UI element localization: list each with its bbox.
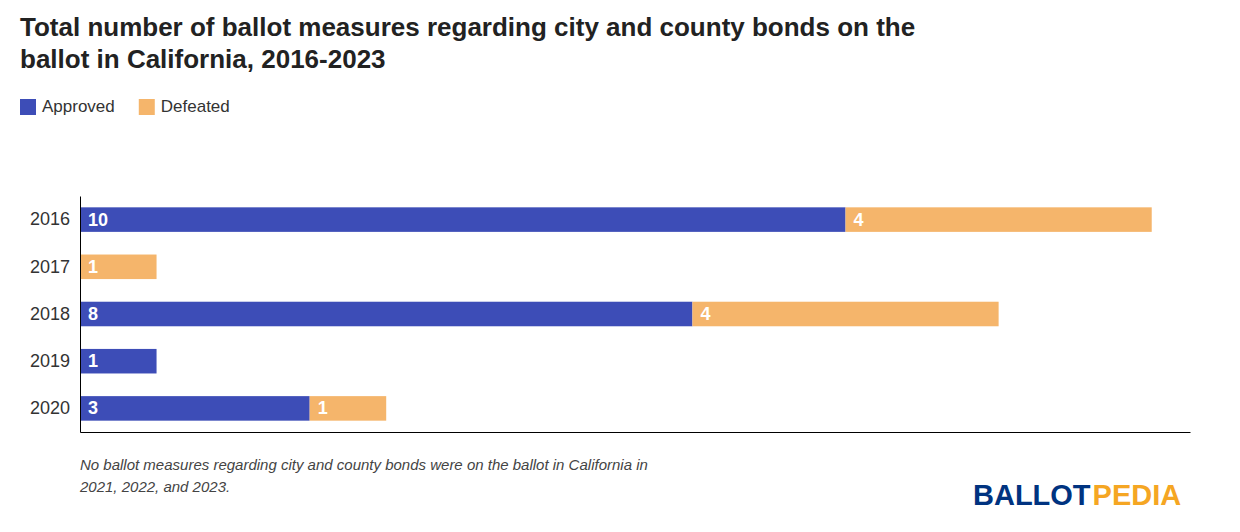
data-label: 1 — [88, 257, 98, 277]
y-tick: 2019 — [30, 351, 70, 371]
data-label: 1 — [88, 351, 98, 371]
data-label: 4 — [700, 304, 710, 324]
data-label: 4 — [854, 210, 864, 230]
logo-text: BALLOT — [973, 479, 1091, 511]
data-label: 3 — [88, 398, 98, 418]
y-tick: 2017 — [30, 257, 70, 277]
y-tick-label: 2019 — [30, 351, 70, 371]
bars — [80, 207, 1152, 420]
bar — [80, 302, 692, 327]
footnote-line: 2021, 2022, and 2023. — [79, 478, 230, 495]
title-line: ballot in California, 2016-2023 — [20, 44, 386, 74]
footnote: No ballot measures regarding city and co… — [79, 456, 648, 495]
title-line: Total number of ballot measures regardin… — [20, 12, 915, 42]
legend: Approved Defeated — [20, 97, 230, 116]
legend-item: Defeated — [139, 97, 230, 116]
y-tick: 2020 — [30, 398, 70, 418]
data-label: 10 — [88, 210, 108, 230]
bar — [846, 207, 1152, 232]
bar — [80, 349, 157, 374]
y-tick-label: 2018 — [30, 304, 70, 324]
plot: 10 8 1 3 4 1 4 1 2016 2017 2018 2019 2020 — [30, 197, 1191, 433]
bar — [80, 255, 157, 280]
bar — [310, 396, 387, 421]
bar — [692, 302, 998, 327]
data-label: 8 — [88, 304, 98, 324]
y-tick-label: 2020 — [30, 398, 70, 418]
legend-swatch — [139, 99, 155, 115]
y-axis-line — [80, 197, 81, 433]
footnote-line: No ballot measures regarding city and co… — [80, 456, 648, 473]
x-axis — [81, 432, 1191, 433]
y-tick-label: 2016 — [30, 209, 70, 229]
chart: Total number of ballot measures regardin… — [0, 0, 1240, 532]
bar — [80, 396, 310, 421]
logo-text: PEDIA — [1093, 479, 1182, 511]
legend-swatch — [20, 99, 36, 115]
y-axis: 2016 2017 2018 2019 2020 — [30, 197, 81, 433]
x-axis-line — [81, 432, 1191, 433]
y-tick: 2018 — [30, 304, 70, 324]
y-tick-label: 2017 — [30, 257, 70, 277]
data-label: 1 — [318, 398, 328, 418]
data-labels: 10 8 1 3 4 1 4 1 — [88, 210, 864, 419]
bar — [80, 207, 846, 232]
y-tick: 2016 — [30, 209, 70, 229]
legend-label: Approved — [42, 97, 115, 116]
legend-item: Approved — [20, 97, 115, 116]
title: Total number of ballot measures regardin… — [20, 12, 915, 74]
legend-label: Defeated — [161, 97, 230, 116]
